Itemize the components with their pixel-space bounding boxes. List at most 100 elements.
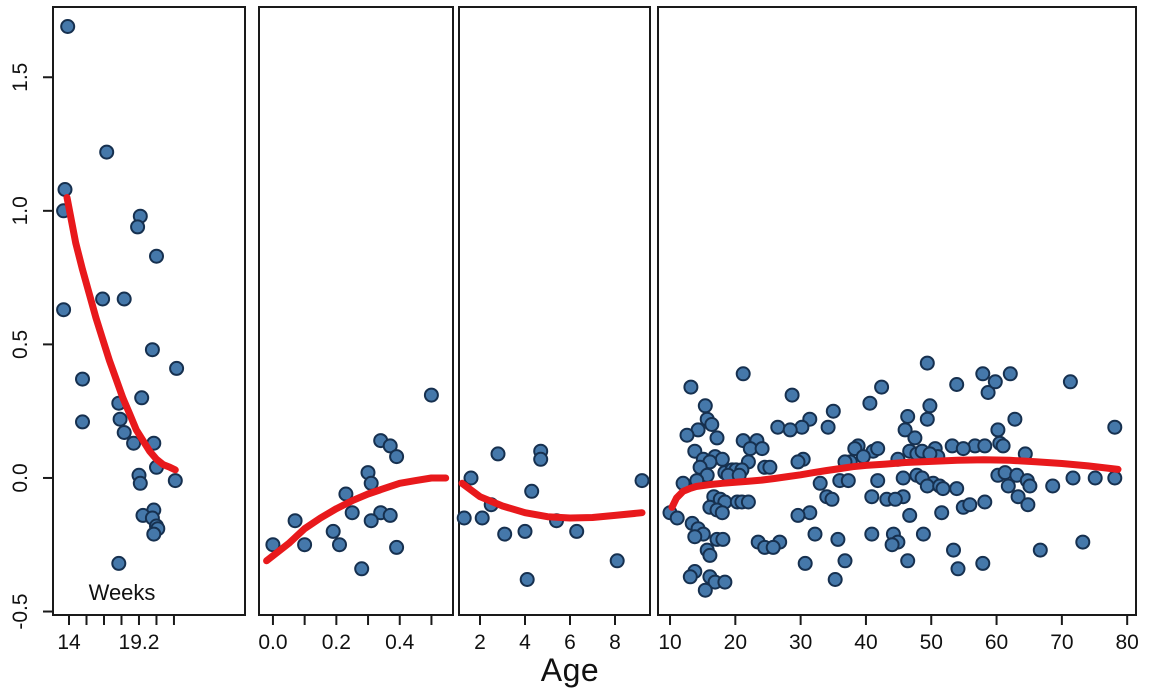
data-point xyxy=(332,537,347,553)
data-point xyxy=(99,144,115,160)
y-tick-label: 0.5 xyxy=(9,330,32,359)
data-point xyxy=(75,371,90,387)
data-point xyxy=(382,507,398,523)
data-point xyxy=(116,291,132,307)
data-point xyxy=(1075,534,1091,550)
x-tick-label: 20 xyxy=(724,631,747,654)
data-point xyxy=(1010,489,1026,505)
data-point xyxy=(919,411,935,427)
data-point xyxy=(609,553,625,569)
data-point xyxy=(569,523,585,539)
data-point xyxy=(824,491,840,507)
data-point xyxy=(111,555,127,571)
data-point xyxy=(679,427,695,443)
data-point xyxy=(950,561,966,577)
data-point xyxy=(456,510,472,526)
data-point xyxy=(144,342,160,358)
data-point xyxy=(874,379,890,395)
data-point xyxy=(297,537,313,553)
data-point xyxy=(167,473,183,489)
data-point xyxy=(754,441,770,457)
data-point xyxy=(820,419,836,435)
data-point xyxy=(812,475,828,491)
x-tick-label: 50 xyxy=(920,631,943,654)
data-point xyxy=(702,547,718,563)
data-point xyxy=(1022,478,1038,494)
data-point xyxy=(922,398,938,414)
data-point xyxy=(714,505,730,521)
data-point xyxy=(797,555,813,571)
data-point xyxy=(1107,470,1123,486)
data-point xyxy=(740,494,756,510)
data-point xyxy=(669,510,685,526)
data-point xyxy=(895,470,911,486)
data-point xyxy=(56,302,72,318)
data-point xyxy=(1062,374,1078,390)
data-point xyxy=(975,366,991,382)
panel-border xyxy=(258,6,454,616)
panel-border xyxy=(657,6,1137,616)
data-point xyxy=(709,430,725,446)
data-point xyxy=(60,19,76,34)
data-point xyxy=(949,377,965,392)
data-point xyxy=(519,572,535,587)
data-point xyxy=(132,475,148,491)
data-point xyxy=(1045,478,1061,494)
x-tick-label: 6 xyxy=(564,631,576,654)
data-point xyxy=(765,539,781,555)
data-point xyxy=(897,422,913,438)
data-point xyxy=(870,473,886,489)
data-point xyxy=(354,561,370,577)
x-tick-label: 80 xyxy=(1116,631,1139,654)
data-point xyxy=(714,451,730,467)
x-tick-label: 19.2 xyxy=(119,631,160,654)
data-point xyxy=(919,355,935,371)
data-point xyxy=(363,513,379,529)
y-tick-label: 1.5 xyxy=(9,63,32,92)
y-tick-label: -0.5 xyxy=(9,593,32,629)
data-point xyxy=(934,505,950,521)
data-point xyxy=(870,441,886,457)
x-tick-label: 2 xyxy=(474,631,486,654)
data-point xyxy=(946,542,961,558)
data-point xyxy=(524,483,540,499)
data-point xyxy=(1107,419,1123,435)
data-point xyxy=(1065,470,1081,486)
data-point xyxy=(1087,470,1103,486)
data-point xyxy=(1002,366,1018,382)
data-point xyxy=(682,569,698,585)
data-point xyxy=(389,539,405,555)
data-point xyxy=(344,505,360,521)
data-point xyxy=(770,419,786,435)
data-point xyxy=(146,526,162,542)
data-point xyxy=(423,387,439,403)
data-point xyxy=(864,526,880,542)
data-point xyxy=(790,507,806,523)
smooth-curve xyxy=(63,194,179,474)
y-tick-label: 1.0 xyxy=(9,196,32,225)
data-point xyxy=(840,473,856,489)
data-point xyxy=(864,489,880,505)
x-tick-label: 30 xyxy=(789,631,812,654)
data-point xyxy=(533,451,549,467)
data-point xyxy=(1000,478,1016,494)
data-point xyxy=(382,438,398,454)
x-tick-label: 0.0 xyxy=(258,631,287,654)
smooth-curve xyxy=(668,456,1122,511)
data-point xyxy=(855,449,871,465)
data-point xyxy=(900,553,916,569)
data-point xyxy=(116,425,132,440)
data-point xyxy=(807,526,823,542)
data-point xyxy=(95,291,111,307)
data-point xyxy=(762,459,778,475)
data-point xyxy=(837,553,853,569)
data-point xyxy=(977,438,993,454)
data-point xyxy=(884,537,900,553)
data-point xyxy=(1020,497,1036,513)
data-point xyxy=(287,513,303,529)
x-tick-label: 0.2 xyxy=(322,631,351,654)
data-point xyxy=(735,366,751,382)
data-point xyxy=(683,379,699,395)
